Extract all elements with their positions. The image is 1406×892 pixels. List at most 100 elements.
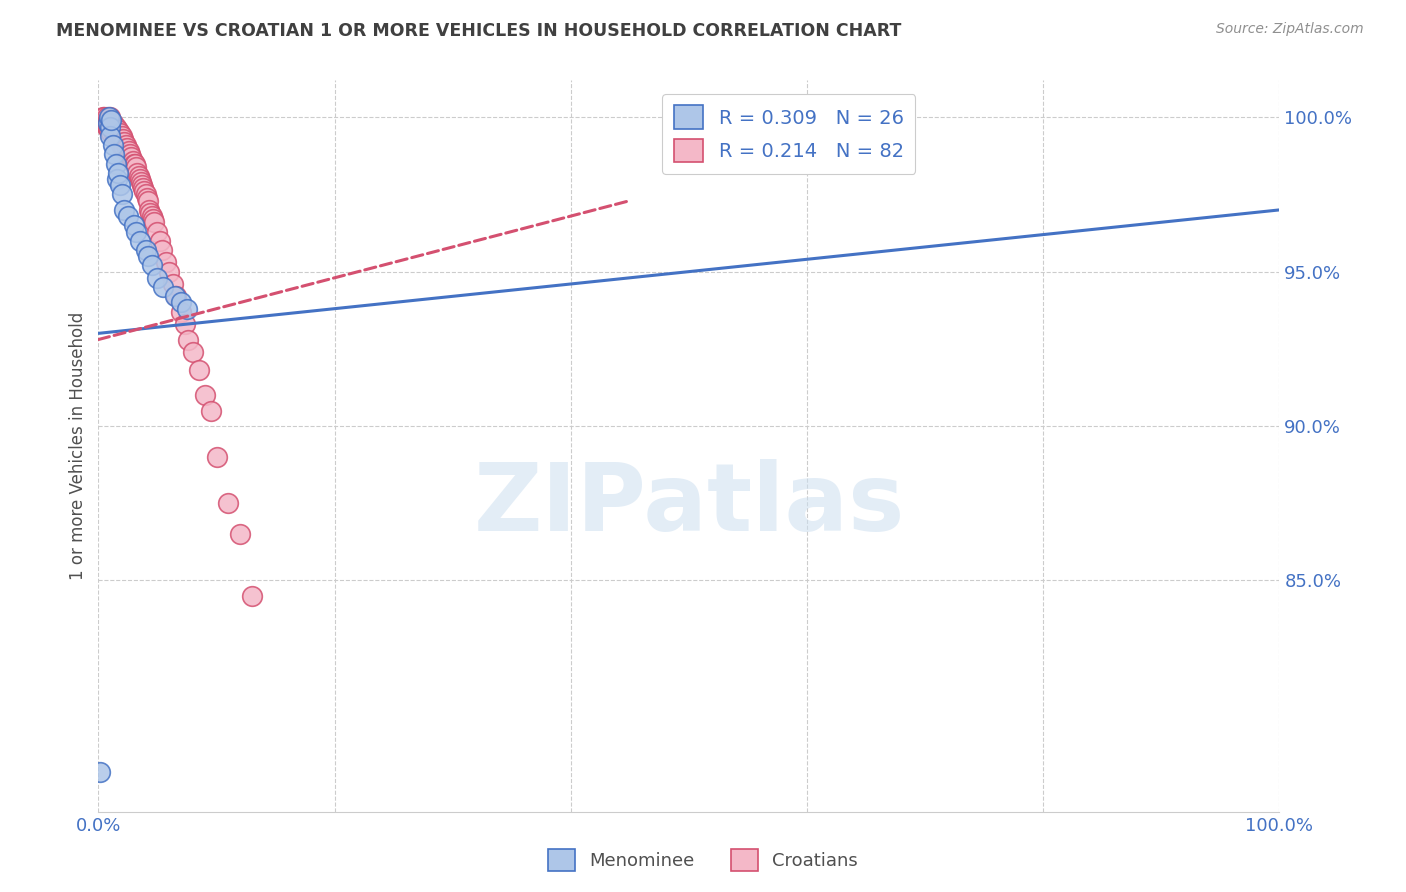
Point [97, 113, 120, 128]
Text: Source: ZipAtlas.com: Source: ZipAtlas.com [1216, 22, 1364, 37]
Point [194, 388, 217, 402]
Point [112, 202, 135, 217]
Point [97, 120, 120, 134]
Point [100, 126, 122, 140]
Point [141, 209, 163, 223]
Point [157, 265, 180, 279]
Point [105, 120, 128, 134]
Point [118, 145, 141, 159]
Point [125, 225, 148, 239]
Point [170, 304, 193, 318]
Point [96, 120, 118, 134]
Point [162, 277, 184, 291]
Point [100, 116, 122, 130]
Point [110, 132, 132, 146]
Point [107, 166, 129, 180]
Point [91, 111, 114, 125]
Point [108, 126, 131, 140]
Point [114, 138, 136, 153]
Point [217, 496, 239, 510]
Legend: R = 0.309   N = 26, R = 0.214   N = 82: R = 0.309 N = 26, R = 0.214 N = 82 [662, 94, 915, 174]
Point [181, 344, 204, 359]
Point [240, 589, 263, 603]
Point [128, 172, 150, 186]
Point [107, 132, 129, 146]
Point [138, 202, 160, 217]
Point [132, 181, 155, 195]
Point [136, 194, 159, 208]
Point [112, 141, 135, 155]
Point [177, 333, 200, 347]
Point [122, 219, 145, 233]
Point [107, 122, 129, 136]
Text: ZIPatlas: ZIPatlas [474, 458, 904, 550]
Point [139, 206, 162, 220]
Point [111, 135, 134, 149]
Point [229, 527, 252, 541]
Point [112, 135, 135, 149]
Point [152, 280, 174, 294]
Point [146, 270, 169, 285]
Point [101, 138, 124, 153]
Point [108, 178, 131, 193]
Point [103, 147, 125, 161]
Point [115, 141, 138, 155]
Point [94, 116, 117, 130]
Point [105, 122, 128, 136]
Point [105, 156, 128, 170]
Point [142, 215, 165, 229]
Point [165, 289, 187, 303]
Point [135, 190, 157, 204]
Point [117, 209, 139, 223]
Point [170, 295, 193, 310]
Point [98, 111, 121, 125]
Point [117, 147, 139, 161]
Point [105, 126, 128, 140]
Point [173, 317, 195, 331]
Point [135, 243, 157, 257]
Point [121, 153, 143, 168]
Point [142, 212, 165, 227]
Text: MENOMINEE VS CROATIAN 1 OR MORE VEHICLES IN HOUSEHOLD CORRELATION CHART: MENOMINEE VS CROATIAN 1 OR MORE VEHICLES… [56, 22, 901, 40]
Point [98, 111, 121, 125]
Point [103, 120, 125, 134]
Point [100, 120, 122, 134]
Point [155, 255, 177, 269]
Point [205, 450, 228, 464]
Point [93, 116, 115, 130]
Point [124, 156, 146, 170]
Point [121, 150, 143, 164]
Point [128, 234, 150, 248]
Point [129, 175, 152, 189]
Point [131, 178, 153, 193]
Point [93, 111, 115, 125]
Point [98, 122, 121, 136]
Point [104, 128, 127, 143]
Point [103, 126, 125, 140]
Point [98, 113, 121, 128]
Point [112, 141, 135, 155]
Point [134, 185, 156, 199]
Point [98, 128, 121, 143]
Point [97, 116, 120, 130]
Point [98, 116, 121, 130]
Point [108, 135, 131, 149]
Legend: Menominee, Croatians: Menominee, Croatians [541, 842, 865, 879]
Point [112, 132, 135, 146]
Point [125, 160, 148, 174]
Point [136, 249, 159, 263]
Point [150, 243, 173, 257]
Y-axis label: 1 or more Vehicles in Household: 1 or more Vehicles in Household [69, 312, 87, 580]
Point [122, 156, 145, 170]
Point [141, 259, 163, 273]
Point [165, 289, 187, 303]
Point [176, 301, 198, 316]
Point [101, 116, 124, 130]
Point [200, 403, 222, 417]
Point [149, 234, 172, 248]
Point [105, 128, 128, 143]
Point [100, 113, 122, 128]
Point [110, 138, 132, 153]
Point [120, 147, 142, 161]
Point [128, 169, 150, 183]
